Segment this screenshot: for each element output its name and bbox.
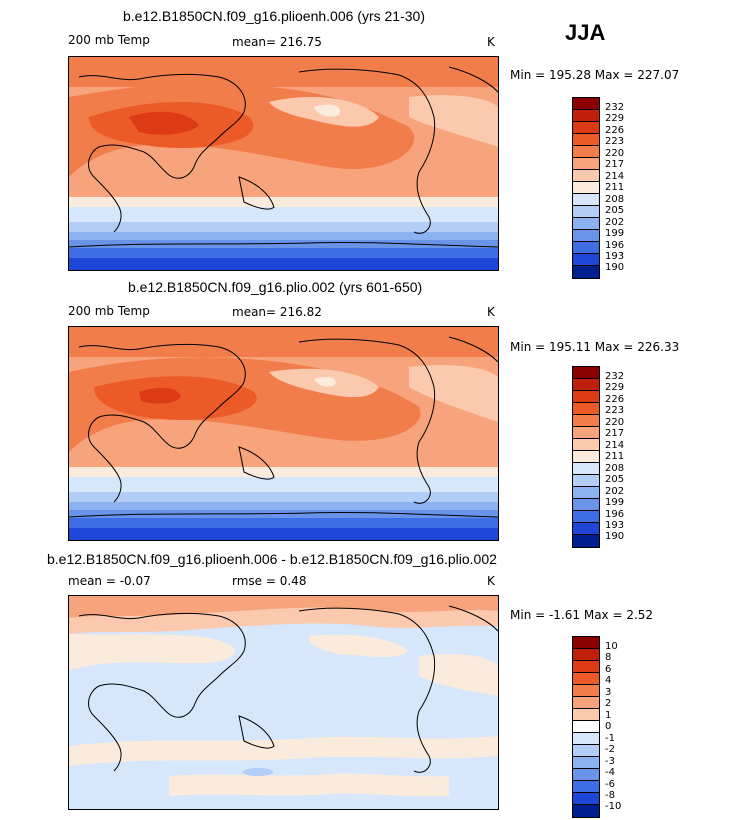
colorbar-tick: 220 <box>605 148 625 159</box>
colorbar-tick: 232 <box>605 371 625 382</box>
colorbar-tick: 190 <box>605 531 625 542</box>
panel-3-title: b.e12.B1850CN.f09_g16.plioenh.006 - b.e1… <box>47 551 497 567</box>
colorbar-tick: -6 <box>605 779 615 790</box>
colorbar-tick: 10 <box>605 641 618 652</box>
colorbar-tick: 190 <box>605 262 625 273</box>
panel-2-title: b.e12.B1850CN.f09_g16.plio.002 (yrs 601-… <box>128 279 423 295</box>
colorbar-tick: 199 <box>605 497 625 508</box>
panel-2-variable: 200 mb Temp <box>68 304 150 318</box>
panel-1-units: K <box>487 35 495 49</box>
colorbar-tick: 220 <box>605 417 625 428</box>
panel-1-title: b.e12.B1850CN.f09_g16.plioenh.006 (yrs 2… <box>123 8 425 24</box>
season-label: JJA <box>565 20 606 45</box>
colorbar-tick: 3 <box>605 687 612 698</box>
colorbar-tick: 205 <box>605 205 625 216</box>
colorbar-tick: -2 <box>605 744 615 755</box>
colorbar-tick: 223 <box>605 405 625 416</box>
colorbar-tick: 1 <box>605 710 612 721</box>
colorbar-tick: 202 <box>605 217 625 228</box>
colorbar-tick: -3 <box>605 756 615 767</box>
colorbar-tick: 196 <box>605 240 625 251</box>
panel-2-mean: mean= 216.82 <box>232 305 322 319</box>
panel-2-units: K <box>487 305 495 319</box>
colorbar-tick: -10 <box>605 801 622 812</box>
colorbar-tick: -1 <box>605 733 615 744</box>
colorbar-tick: 229 <box>605 113 625 124</box>
colorbar-tick: 208 <box>605 463 625 474</box>
panel-2-contour-field <box>69 327 498 540</box>
colorbar-tick: 199 <box>605 228 625 239</box>
panel-1-variable: 200 mb Temp <box>68 33 150 47</box>
colorbar-tick: 214 <box>605 171 625 182</box>
colorbar-tick: 202 <box>605 486 625 497</box>
panel-3-minmax: Min = -1.61 Max = 2.52 <box>510 608 654 622</box>
panel-3-mean: mean = -0.07 <box>68 574 151 588</box>
colorbar-tick: 205 <box>605 474 625 485</box>
colorbar-tick: 232 <box>605 102 625 113</box>
panel-1-contour-field <box>69 57 498 270</box>
panel-2-colorbar <box>572 366 600 548</box>
colorbar-tick: 226 <box>605 394 625 405</box>
colorbar-tick: 223 <box>605 136 625 147</box>
colorbar-tick: 6 <box>605 664 612 675</box>
panel-3-map <box>68 595 499 810</box>
colorbar-tick: 229 <box>605 382 625 393</box>
colorbar-tick: 208 <box>605 194 625 205</box>
colorbar-tick: 211 <box>605 451 625 462</box>
panel-2-minmax: Min = 195.11 Max = 226.33 <box>510 340 680 354</box>
panel-1-map <box>68 56 499 271</box>
colorbar-tick: -8 <box>605 790 615 801</box>
panel-2-map <box>68 326 499 541</box>
colorbar-tick: 0 <box>605 721 612 732</box>
colorbar-tick: 2 <box>605 698 612 709</box>
panel-1-colorbar <box>572 97 600 279</box>
panel-3-contour-field <box>69 596 498 809</box>
panel-3-colorbar <box>572 636 600 818</box>
colorbar-tick: 193 <box>605 251 625 262</box>
panel-3-rmse: rmse = 0.48 <box>232 574 307 588</box>
colorbar-tick: 196 <box>605 509 625 520</box>
colorbar-tick: 211 <box>605 182 625 193</box>
colorbar-tick: 217 <box>605 159 625 170</box>
panel-1-mean: mean= 216.75 <box>232 35 322 49</box>
colorbar-tick: 193 <box>605 520 625 531</box>
colorbar-tick: -4 <box>605 767 615 778</box>
colorbar-tick: 217 <box>605 428 625 439</box>
panel-3-units: K <box>487 574 495 588</box>
colorbar-tick: 8 <box>605 652 612 663</box>
colorbar-tick: 4 <box>605 675 612 686</box>
panel-1-minmax: Min = 195.28 Max = 227.07 <box>510 68 680 82</box>
colorbar-tick: 226 <box>605 125 625 136</box>
colorbar-tick: 214 <box>605 440 625 451</box>
